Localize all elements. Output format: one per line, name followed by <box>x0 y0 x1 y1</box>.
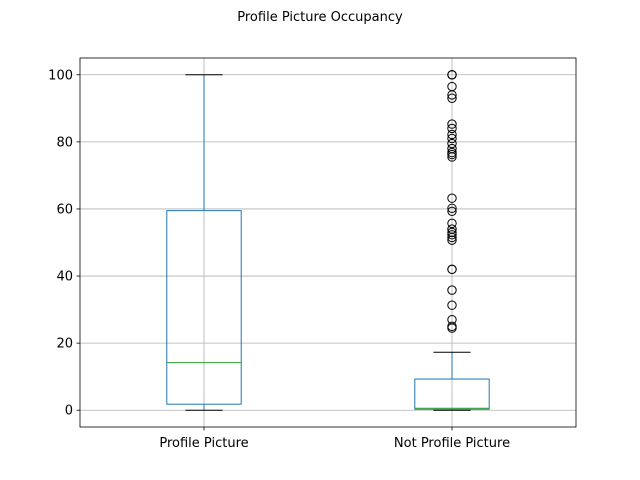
y-tick-label: 100 <box>48 68 73 83</box>
y-tick-label: 20 <box>56 337 73 352</box>
outlier-point <box>447 321 457 332</box>
outlier-point <box>447 81 457 92</box>
outlier-point <box>447 93 457 103</box>
outlier-point <box>447 133 457 144</box>
outlier-point <box>447 300 457 310</box>
chart-title: Profile Picture Occupancy <box>237 10 403 25</box>
outlier-point <box>447 230 457 240</box>
outlier-point <box>447 227 457 238</box>
x-tick-label: Not Profile Picture <box>394 436 510 451</box>
x-tick-label: Profile Picture <box>159 436 248 451</box>
outlier-point <box>447 285 457 295</box>
outlier-point <box>447 203 457 213</box>
y-tick-label: 0 <box>65 404 73 419</box>
box-layer <box>166 70 490 411</box>
outlier-point <box>447 123 457 134</box>
y-tick-label: 60 <box>56 202 73 217</box>
outlier-point <box>447 314 457 325</box>
outlier-point <box>447 224 457 234</box>
box-iqr <box>166 210 242 405</box>
outlier-point <box>447 147 457 158</box>
plot-frame <box>79 57 577 428</box>
outlier-point <box>447 193 457 203</box>
outlier-point <box>447 264 457 275</box>
outlier-point <box>447 119 457 129</box>
outlier-point <box>447 143 457 154</box>
grid-lines <box>80 58 576 427</box>
y-tick-label: 40 <box>56 270 73 285</box>
outlier-point <box>447 206 457 217</box>
outlier-point <box>447 235 457 245</box>
outlier-point <box>447 218 457 229</box>
y-tick-label: 80 <box>56 135 73 150</box>
outlier-point <box>447 70 457 80</box>
axes: 0 20 40 60 80 100 Profile Picture Not Profile P… <box>48 57 577 451</box>
box-group <box>166 74 242 411</box>
outlier-point <box>447 138 457 149</box>
outlier-point <box>447 129 457 140</box>
box-group <box>414 70 490 411</box>
box-iqr <box>414 378 490 410</box>
